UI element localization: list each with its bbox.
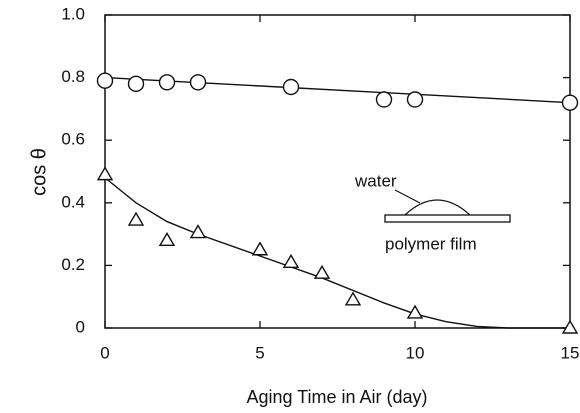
circle-point [98,73,113,88]
y-tick-label: 1.0 [61,4,85,23]
y-tick-label: 0 [76,317,85,336]
leader [395,190,420,203]
annotation: polymer film [385,234,477,253]
circle-point [129,76,144,91]
y-tick-label: 0.6 [61,130,85,149]
y-axis-label: cos θ [28,148,50,196]
triangle-point [129,213,143,225]
circle-point [284,79,299,94]
triangle-point [563,321,577,333]
triangle-point [253,243,267,255]
triangle-point [98,168,112,180]
x-tick-label: 15 [561,343,580,362]
x-tick-label: 0 [100,343,109,362]
y-tick-label: 0.8 [61,67,85,86]
x-tick-label: 5 [255,343,264,362]
circle-point [191,75,206,90]
inset-drawing [385,190,510,222]
circle-point [160,75,175,90]
fit-line [105,178,570,328]
circle-point [563,95,578,110]
triangle-point [284,255,298,267]
triangle-point [346,293,360,305]
y-tick-label: 0.4 [61,192,85,211]
circle-point [408,92,423,107]
annotation: water [354,171,397,190]
film [385,215,510,222]
chart: water polymer film Aging Time in Air (da… [0,0,580,413]
circle-point [377,92,392,107]
x-tick-label: 10 [406,343,425,362]
triangle-point [160,233,174,245]
y-tick-label: 0.2 [61,255,85,274]
droplet [405,200,470,215]
x-axis-label: Aging Time in Air (day) [246,387,427,407]
triangle-point [315,266,329,278]
plot-frame [105,15,570,328]
